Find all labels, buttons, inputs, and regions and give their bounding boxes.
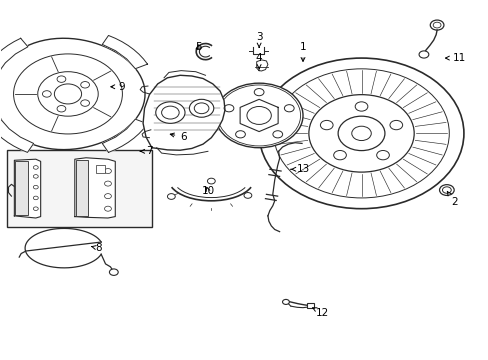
Text: 12: 12 [312, 308, 328, 318]
Circle shape [320, 120, 332, 130]
Circle shape [104, 206, 111, 211]
Circle shape [33, 185, 38, 189]
Circle shape [104, 168, 111, 174]
Text: 10: 10 [201, 186, 214, 196]
Bar [15, 161, 27, 215]
Text: 8: 8 [92, 243, 102, 253]
Circle shape [259, 58, 463, 209]
Circle shape [33, 175, 38, 178]
Circle shape [246, 107, 271, 125]
Text: 13: 13 [290, 164, 309, 174]
Circle shape [354, 102, 367, 111]
Polygon shape [256, 60, 267, 71]
Polygon shape [102, 119, 147, 152]
Polygon shape [0, 38, 145, 150]
Circle shape [57, 76, 66, 82]
Circle shape [194, 103, 208, 114]
Circle shape [376, 150, 388, 160]
Text: 3: 3 [255, 32, 262, 47]
Circle shape [284, 105, 294, 112]
Circle shape [439, 185, 453, 195]
Circle shape [308, 95, 413, 172]
Circle shape [215, 83, 303, 148]
Circle shape [432, 22, 440, 28]
Circle shape [189, 99, 213, 117]
Circle shape [42, 91, 51, 97]
Text: 6: 6 [170, 132, 186, 142]
Circle shape [81, 82, 89, 88]
Bar [96, 165, 104, 173]
Polygon shape [240, 99, 278, 132]
Circle shape [81, 100, 89, 106]
Circle shape [351, 126, 370, 140]
Text: 4: 4 [255, 53, 262, 69]
Circle shape [57, 105, 66, 112]
Circle shape [442, 187, 450, 193]
Circle shape [389, 120, 402, 130]
Polygon shape [102, 36, 147, 69]
Circle shape [333, 150, 346, 160]
Circle shape [109, 269, 118, 275]
Circle shape [104, 194, 111, 199]
Circle shape [224, 105, 233, 112]
Circle shape [337, 116, 384, 150]
Polygon shape [75, 158, 115, 218]
Text: 11: 11 [445, 53, 465, 63]
Circle shape [167, 194, 175, 199]
Bar [76, 160, 88, 216]
Polygon shape [14, 159, 41, 218]
Circle shape [282, 300, 289, 305]
Circle shape [33, 166, 38, 169]
Circle shape [104, 181, 111, 186]
Circle shape [217, 85, 300, 146]
Circle shape [418, 51, 428, 58]
Text: 2: 2 [447, 191, 457, 207]
Polygon shape [143, 75, 224, 150]
Circle shape [156, 102, 184, 123]
Polygon shape [0, 119, 34, 152]
Circle shape [244, 193, 251, 198]
Polygon shape [0, 38, 28, 73]
Circle shape [272, 131, 282, 138]
Bar [306, 303, 314, 308]
Text: 7: 7 [140, 146, 152, 156]
Circle shape [207, 178, 215, 184]
Bar [6, 149, 152, 226]
Text: 1: 1 [299, 42, 305, 62]
Circle shape [254, 89, 264, 96]
Circle shape [33, 207, 38, 211]
Circle shape [54, 84, 81, 104]
Circle shape [14, 54, 122, 134]
Circle shape [429, 20, 443, 30]
Circle shape [161, 106, 179, 119]
Text: 9: 9 [111, 82, 124, 92]
Circle shape [33, 196, 38, 200]
Circle shape [235, 131, 245, 138]
Circle shape [38, 72, 98, 116]
Circle shape [273, 69, 448, 198]
Text: 5: 5 [194, 42, 201, 52]
